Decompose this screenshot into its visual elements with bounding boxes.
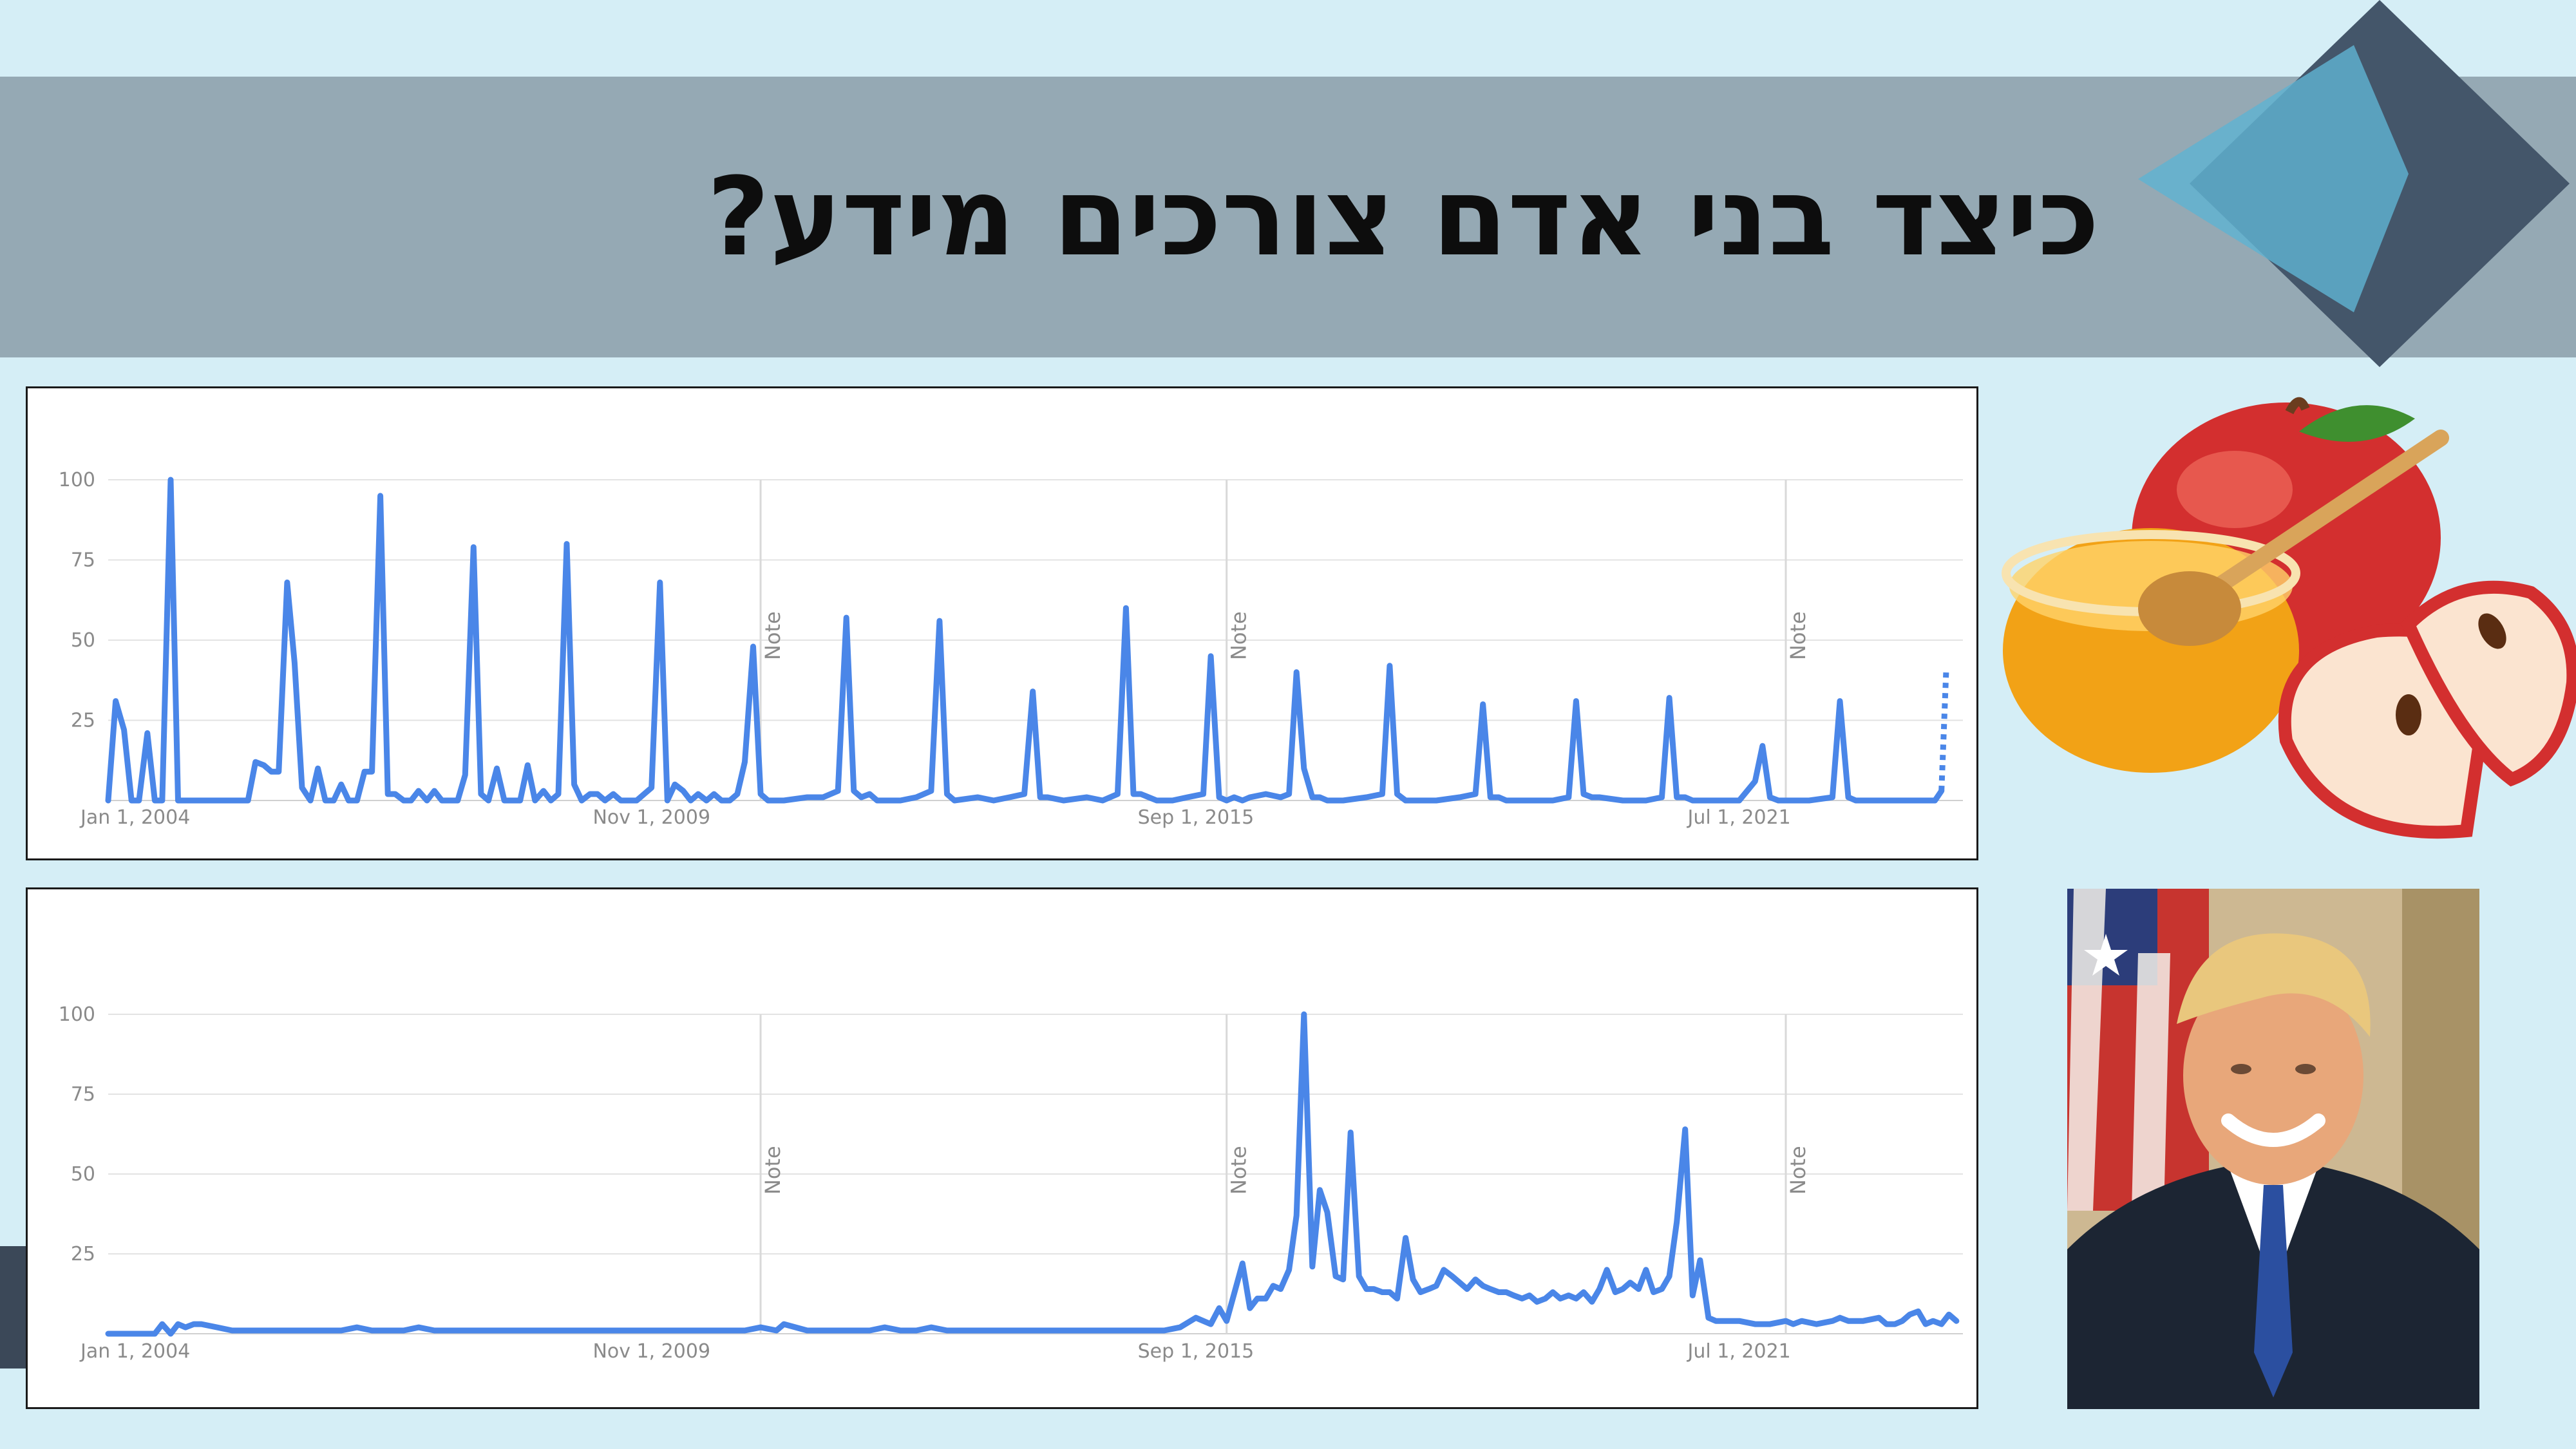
trends-chart-2-svg: 25 50 75 100 Note Note Note Jan 1, 2004 Nov 1, 2… bbox=[59, 1003, 1963, 1363]
note-label: Note bbox=[761, 1146, 785, 1195]
y-tick-label: 25 bbox=[71, 710, 95, 732]
title-banner bbox=[0, 77, 2576, 357]
y-tick-label: 75 bbox=[71, 1083, 95, 1106]
y-tick-label: 25 bbox=[71, 1243, 95, 1265]
x-tick-label: Nov 1, 2009 bbox=[592, 1340, 710, 1363]
note-label: Note bbox=[1227, 611, 1251, 660]
x-tick-label: Jul 1, 2021 bbox=[1687, 806, 1791, 829]
note-label: Note bbox=[1227, 1146, 1251, 1195]
y-tick-label: 50 bbox=[71, 629, 95, 652]
trends-chart-2: 25 50 75 100 Note Note Note Jan 1, 2004 Nov 1, 2… bbox=[26, 887, 1978, 1409]
portrait-image bbox=[2067, 889, 2479, 1409]
slide-title: כיצד בני אדם צורכים מידע? bbox=[706, 154, 2099, 280]
x-tick-label: Sep 1, 2015 bbox=[1138, 806, 1255, 829]
note-label: Note bbox=[1786, 611, 1810, 660]
series-line bbox=[105, 1011, 1960, 1337]
diamond-decoration bbox=[2138, 0, 2570, 367]
apple-honey-image bbox=[2002, 397, 2576, 839]
y-tick-label: 50 bbox=[71, 1163, 95, 1186]
x-tick-label: Nov 1, 2009 bbox=[592, 806, 710, 829]
trends-chart-1: 25 50 75 100 Note Note Note Jan 1, 2004 Nov 1, 2… bbox=[26, 386, 1978, 860]
note-label: Note bbox=[761, 611, 785, 660]
x-tick-label: Jul 1, 2021 bbox=[1687, 1340, 1791, 1363]
series-line bbox=[105, 477, 1945, 804]
x-tick-label: Sep 1, 2015 bbox=[1138, 1340, 1255, 1363]
x-tick-label: Jan 1, 2004 bbox=[79, 806, 190, 829]
note-label: Note bbox=[1786, 1146, 1810, 1195]
y-tick-label: 75 bbox=[71, 549, 95, 572]
series-line-projection bbox=[1938, 672, 1949, 791]
y-tick-label: 100 bbox=[59, 1003, 95, 1026]
left-accent-bar bbox=[0, 1246, 27, 1368]
x-tick-label: Jan 1, 2004 bbox=[79, 1340, 190, 1363]
trends-chart-1-svg: 25 50 75 100 Note Note Note Jan 1, 2004 Nov 1, 2… bbox=[59, 469, 1963, 829]
y-tick-label: 100 bbox=[59, 469, 95, 491]
diamond-light-shape bbox=[2138, 45, 2409, 312]
